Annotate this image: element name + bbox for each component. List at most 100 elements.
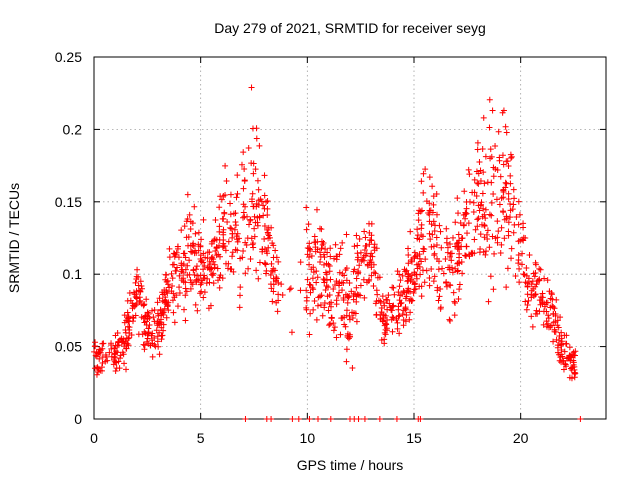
data-point: [222, 191, 229, 198]
data-point: [368, 220, 375, 227]
data-point: [471, 250, 478, 257]
data-point: [405, 270, 412, 277]
data-point: [415, 210, 422, 217]
data-point: [443, 239, 450, 246]
data-point: [178, 277, 185, 284]
data-point: [545, 312, 552, 319]
data-point: [313, 279, 320, 286]
data-point: [318, 226, 325, 233]
data-point: [431, 273, 438, 280]
data-point: [270, 254, 277, 261]
data-point: [220, 229, 227, 236]
data-point: [195, 276, 202, 283]
data-point: [413, 271, 420, 278]
data-point: [305, 221, 312, 228]
data-point: [216, 223, 223, 230]
axis-ticks: [93, 56, 606, 420]
data-point: [439, 265, 446, 272]
data-point: [340, 279, 347, 286]
data-point: [166, 284, 173, 291]
data-point: [492, 235, 499, 242]
data-point: [350, 296, 357, 303]
data-point: [539, 294, 546, 301]
data-point: [215, 277, 222, 284]
data-point: [165, 299, 172, 306]
data-point: [192, 230, 199, 237]
data-point: [264, 229, 271, 236]
data-point: [488, 199, 495, 206]
data-point: [462, 215, 469, 222]
data-point: [488, 212, 495, 219]
data-point: [426, 275, 433, 282]
data-point: [270, 242, 277, 249]
data-point: [550, 303, 557, 310]
data-point: [428, 243, 435, 250]
data-point: [361, 294, 368, 301]
data-point: [368, 264, 375, 271]
data-point: [435, 266, 442, 273]
data-point: [104, 357, 111, 364]
data-point: [537, 266, 544, 273]
data-point: [511, 221, 518, 228]
data-point: [187, 277, 194, 284]
data-point: [562, 361, 569, 368]
data-point: [400, 288, 407, 295]
data-point: [306, 247, 313, 254]
data-point: [171, 319, 178, 326]
data-point: [558, 329, 565, 336]
data-point: [213, 244, 220, 251]
data-point: [187, 248, 194, 255]
data-point: [437, 228, 444, 235]
data-point: [154, 338, 161, 345]
data-point: [448, 250, 455, 257]
data-point: [240, 214, 247, 221]
data-point: [248, 235, 255, 242]
data-point: [558, 346, 565, 353]
data-point: [500, 161, 507, 168]
data-point: [446, 316, 453, 323]
data-point: [306, 240, 313, 247]
data-point: [406, 316, 413, 323]
data-point: [505, 232, 512, 239]
data-point: [414, 226, 421, 233]
data-point: [354, 242, 361, 249]
data-point: [479, 190, 486, 197]
data-point: [336, 269, 343, 276]
data-point: [148, 332, 155, 339]
data-point: [355, 291, 362, 298]
data-point: [245, 144, 252, 151]
data-point: [346, 316, 353, 323]
data-point: [482, 215, 489, 222]
data-point: [344, 299, 351, 306]
data-point: [353, 284, 360, 291]
data-point: [353, 318, 360, 325]
data-point: [135, 274, 142, 281]
data-point: [251, 225, 258, 232]
data-point: [372, 300, 379, 307]
data-point: [481, 180, 488, 187]
data-point: [156, 295, 163, 302]
data-point: [490, 286, 497, 293]
data-point: [336, 279, 343, 286]
data-point: [194, 272, 201, 279]
data-point: [459, 270, 466, 277]
data-point: [151, 306, 158, 313]
data-point: [492, 142, 499, 149]
data-point: [164, 303, 171, 310]
data-point: [341, 314, 348, 321]
data-point: [153, 327, 160, 334]
data-point: [486, 211, 493, 218]
data-point: [531, 273, 538, 280]
data-point: [339, 287, 346, 294]
data-point: [386, 300, 393, 307]
data-point: [437, 285, 444, 292]
data-point: [371, 269, 378, 276]
data-point: [484, 179, 491, 186]
data-point: [335, 280, 342, 287]
data-point: [271, 267, 278, 274]
data-point: [551, 326, 558, 333]
data-point: [510, 229, 517, 236]
data-point: [272, 247, 279, 254]
data-point: [529, 278, 536, 285]
data-point: [314, 274, 321, 281]
